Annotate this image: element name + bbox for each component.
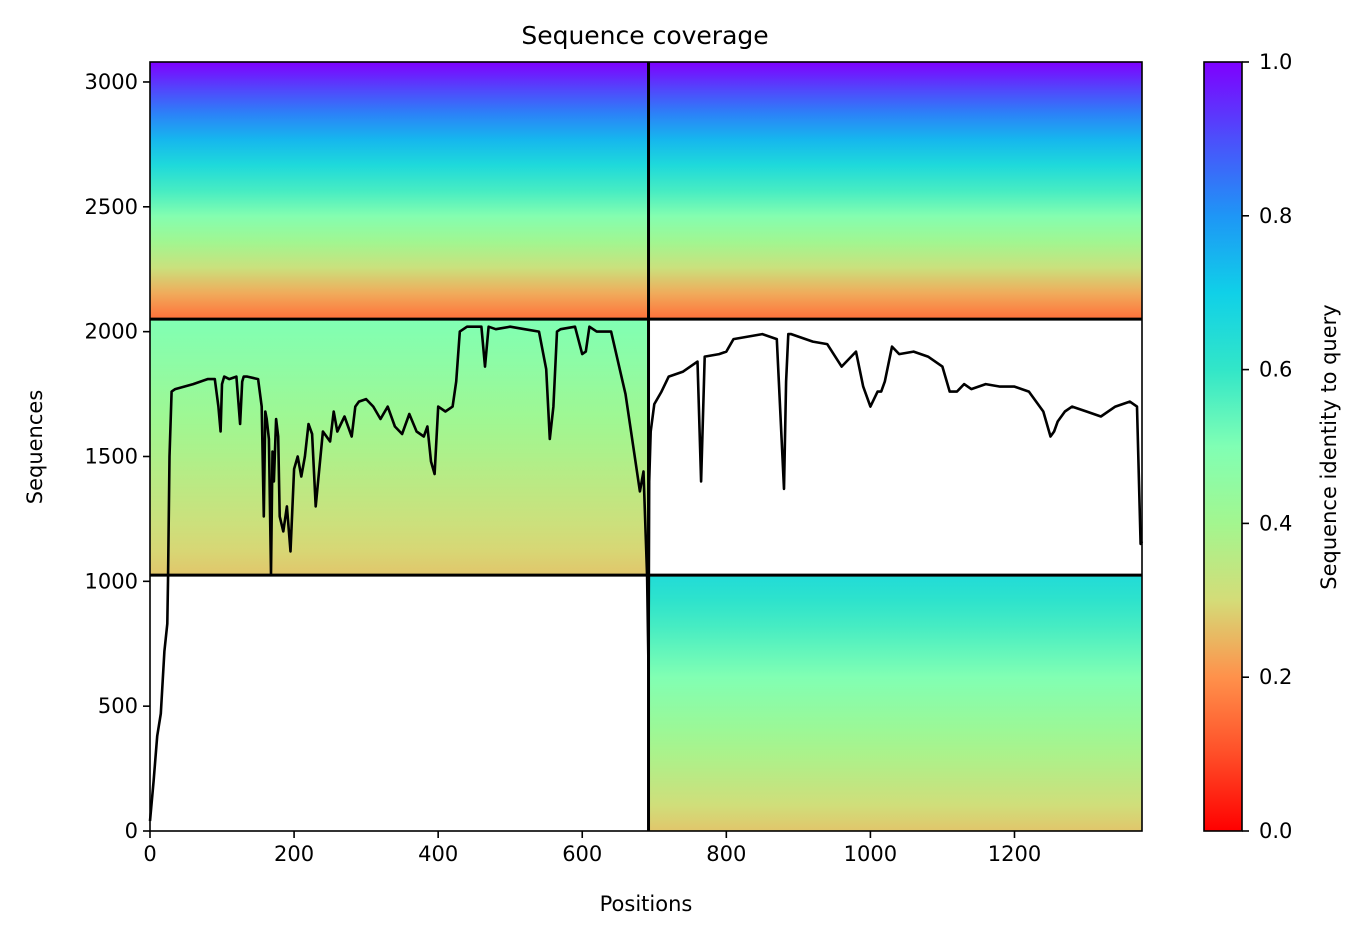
x-tick-label: 200 <box>274 842 314 866</box>
colorbar-ticks: 0.0 0.2 0.4 0.6 0.8 1.0 <box>1242 50 1292 843</box>
x-axis-label: Positions <box>600 892 693 916</box>
y-tick-label: 3000 <box>85 70 138 94</box>
x-tick-label: 1200 <box>988 842 1041 866</box>
y-tick-label: 1500 <box>85 444 138 468</box>
y-tick-label: 2000 <box>85 320 138 344</box>
colorbar-tick-label: 0.4 <box>1259 511 1292 535</box>
x-axis-ticks: 0 200 400 600 800 1000 1200 <box>143 831 1041 866</box>
coverage-line <box>148 325 1144 822</box>
y-tick-label: 2500 <box>85 195 138 219</box>
y-tick-label: 500 <box>98 694 138 718</box>
x-tick-label: 600 <box>562 842 602 866</box>
x-tick-label: 0 <box>143 842 156 866</box>
heatmap-block <box>648 575 1142 831</box>
y-tick-label: 0 <box>125 819 138 843</box>
colorbar-tick-label: 0.6 <box>1259 358 1292 382</box>
heatmap-block <box>150 319 649 576</box>
colorbar-tick-label: 0.0 <box>1259 819 1292 843</box>
y-axis-ticks: 0 500 1000 1500 2000 2500 3000 <box>85 70 150 843</box>
heatmap-blocks <box>150 62 1142 831</box>
heatmap-block <box>648 62 1142 320</box>
chart-title: Sequence coverage <box>521 21 768 50</box>
x-tick-label: 1000 <box>844 842 897 866</box>
heatmap-block <box>150 62 649 320</box>
plot-frame <box>149 61 1143 832</box>
x-tick-label: 400 <box>418 842 458 866</box>
colorbar-tick-label: 0.8 <box>1259 204 1292 228</box>
colorbar-tick-label: 1.0 <box>1259 50 1292 74</box>
coverage-line-group <box>148 325 1144 822</box>
y-axis-label: Sequences <box>23 390 47 505</box>
colorbar-label: Sequence identity to query <box>1317 304 1341 589</box>
colorbar <box>1203 61 1243 832</box>
x-tick-label: 800 <box>706 842 746 866</box>
colorbar-tick-label: 0.2 <box>1259 665 1292 689</box>
y-tick-label: 1000 <box>85 569 138 593</box>
